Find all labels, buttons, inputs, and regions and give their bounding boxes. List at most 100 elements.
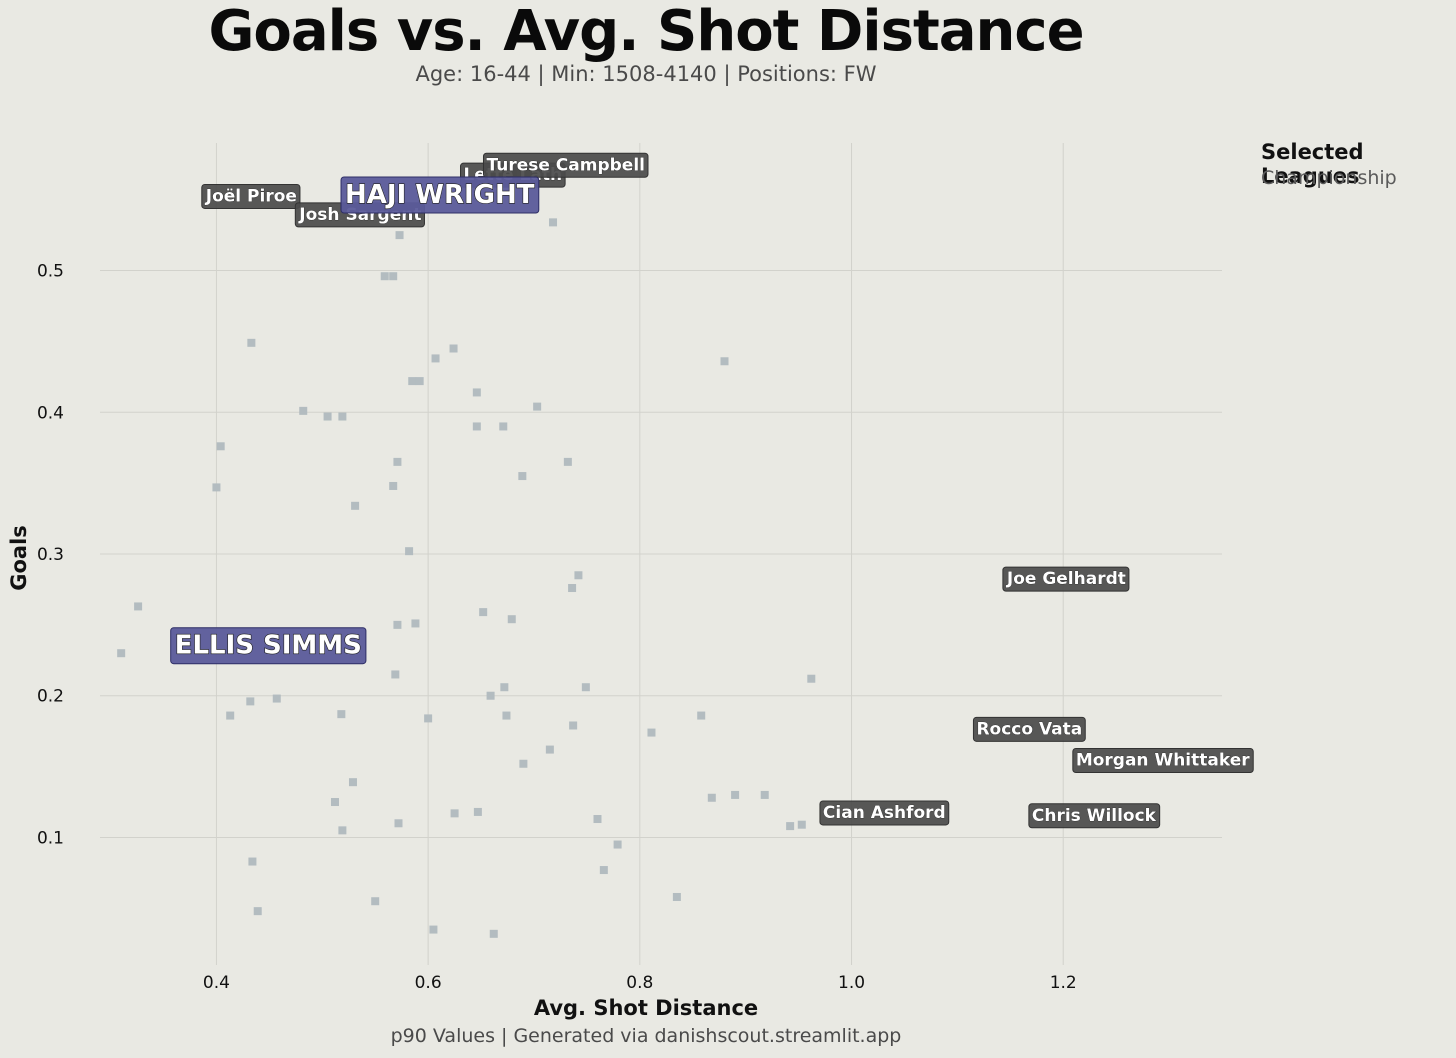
data-point bbox=[797, 820, 806, 829]
data-point bbox=[391, 670, 400, 679]
data-point bbox=[393, 457, 402, 466]
player-label-box bbox=[340, 176, 540, 214]
data-point bbox=[720, 357, 729, 366]
data-point bbox=[117, 649, 126, 658]
data-point bbox=[212, 483, 221, 492]
data-point bbox=[472, 388, 481, 397]
player-label-text: HAJI WRIGHT bbox=[345, 180, 535, 210]
player-label: Rocco Vata bbox=[972, 716, 1086, 742]
data-point bbox=[533, 402, 542, 411]
data-point bbox=[431, 354, 440, 363]
data-point bbox=[393, 620, 402, 629]
data-point bbox=[226, 711, 235, 720]
data-point bbox=[338, 826, 347, 835]
data-point bbox=[134, 602, 143, 611]
data-point bbox=[247, 338, 256, 347]
y-tick-label: 0.5 bbox=[37, 262, 64, 282]
player-label-text: Turese Campbell bbox=[486, 155, 645, 175]
data-point bbox=[807, 674, 816, 683]
data-point bbox=[389, 272, 398, 281]
data-point bbox=[500, 683, 509, 692]
player-label: ELLIS SIMMS bbox=[170, 627, 367, 665]
player-label-box bbox=[1028, 803, 1161, 829]
y-tick-label: 0.3 bbox=[37, 545, 64, 565]
data-point bbox=[502, 711, 511, 720]
player-label-box bbox=[482, 152, 649, 178]
data-point bbox=[348, 778, 357, 787]
data-point bbox=[330, 798, 339, 807]
player-label-text: Cian Ashford bbox=[823, 803, 946, 823]
data-point bbox=[424, 714, 433, 723]
y-axis-label: Goals bbox=[7, 525, 31, 591]
data-point bbox=[389, 481, 398, 490]
data-point bbox=[697, 711, 706, 720]
data-point bbox=[507, 615, 516, 624]
data-point bbox=[563, 457, 572, 466]
data-points bbox=[117, 160, 1167, 938]
data-point bbox=[518, 472, 527, 481]
player-label: Joël Piroe bbox=[201, 183, 301, 209]
data-point bbox=[415, 377, 424, 386]
data-point bbox=[786, 822, 795, 831]
player-label-box bbox=[170, 627, 367, 665]
data-point bbox=[380, 272, 389, 281]
player-label: Morgan Whittaker bbox=[1072, 748, 1254, 773]
data-point bbox=[216, 442, 225, 451]
data-point bbox=[599, 866, 608, 875]
y-tick-label: 0.4 bbox=[37, 403, 64, 423]
data-point bbox=[489, 929, 498, 938]
player-label-box bbox=[972, 716, 1086, 742]
data-point bbox=[246, 697, 255, 706]
axis-ticks: 0.4 0.6 0.8 1.0 1.2 0.1 0.2 0.3 0.4 0.5 bbox=[37, 262, 1077, 993]
player-label-text: ELLIS SIMMS bbox=[175, 631, 362, 661]
x-tick-label: 0.4 bbox=[203, 973, 230, 993]
y-tick-label: 0.2 bbox=[37, 687, 64, 707]
data-point bbox=[395, 231, 404, 240]
player-label: HAJI WRIGHT bbox=[340, 176, 540, 214]
data-point bbox=[405, 547, 414, 556]
data-point bbox=[731, 790, 740, 799]
data-point bbox=[429, 925, 438, 934]
player-label-box bbox=[819, 800, 950, 826]
data-point bbox=[549, 218, 558, 227]
data-point bbox=[408, 377, 417, 386]
data-point bbox=[479, 608, 488, 617]
player-label: Joe Gelhardt bbox=[1002, 566, 1130, 592]
data-point bbox=[672, 892, 681, 901]
data-point bbox=[337, 710, 346, 719]
data-point bbox=[450, 809, 459, 818]
data-point bbox=[519, 759, 528, 768]
data-point bbox=[486, 691, 495, 700]
data-point bbox=[499, 422, 508, 431]
data-point bbox=[338, 412, 347, 421]
player-label-box bbox=[201, 183, 301, 209]
chart-footer: p90 Values | Generated via danishscout.s… bbox=[390, 1025, 902, 1047]
data-point bbox=[272, 694, 281, 703]
data-point bbox=[473, 807, 482, 816]
x-tick-label: 0.8 bbox=[626, 973, 653, 993]
data-point bbox=[647, 728, 656, 737]
data-point bbox=[253, 907, 262, 916]
data-point bbox=[472, 422, 481, 431]
data-point bbox=[248, 857, 257, 866]
y-tick-label: 0.1 bbox=[37, 828, 64, 848]
data-point bbox=[323, 412, 332, 421]
x-tick-label: 0.6 bbox=[415, 973, 442, 993]
player-label-box bbox=[1002, 566, 1130, 592]
player-label-text: Joe Gelhardt bbox=[1006, 569, 1126, 589]
data-point bbox=[568, 584, 577, 593]
data-point bbox=[574, 571, 583, 580]
player-label-text: Morgan Whittaker bbox=[1076, 751, 1250, 771]
data-point bbox=[351, 501, 360, 510]
data-point bbox=[449, 344, 458, 353]
x-tick-label: 1.0 bbox=[838, 973, 865, 993]
player-label-text: Joël Piroe bbox=[205, 186, 297, 206]
chart-subtitle: Age: 16-44 | Min: 1508-4140 | Positions:… bbox=[415, 62, 877, 86]
x-axis-label: Avg. Shot Distance bbox=[534, 996, 758, 1020]
data-point bbox=[613, 840, 622, 849]
data-point bbox=[371, 897, 380, 906]
data-point bbox=[299, 406, 308, 415]
player-label-text: Chris Willock bbox=[1032, 806, 1157, 826]
